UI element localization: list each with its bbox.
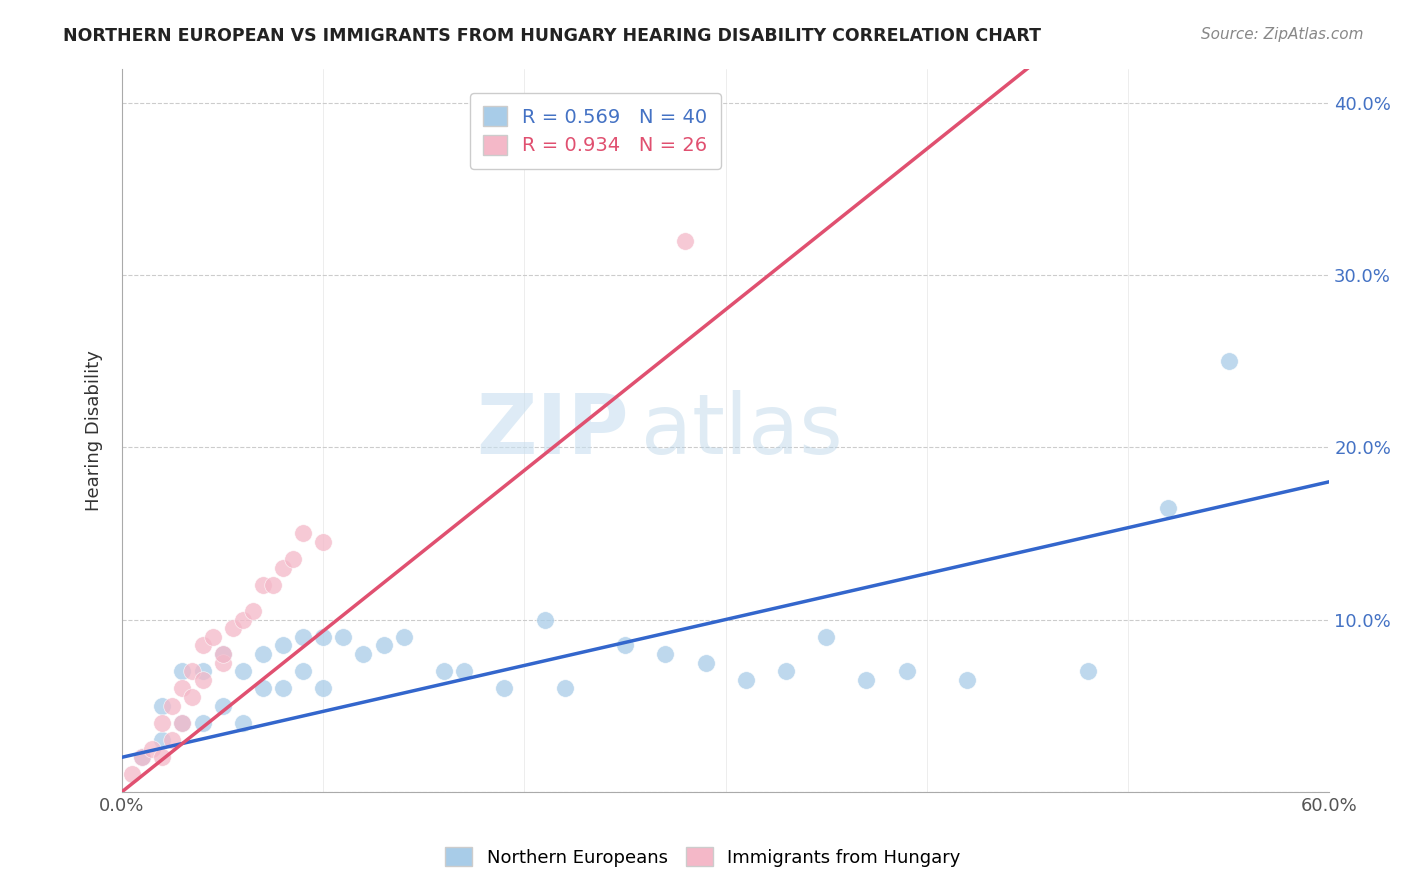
Point <box>453 664 475 678</box>
Point <box>232 715 254 730</box>
Point <box>392 630 415 644</box>
Point <box>150 733 173 747</box>
Point <box>181 664 204 678</box>
Point <box>232 664 254 678</box>
Point <box>121 767 143 781</box>
Point <box>353 647 375 661</box>
Point <box>312 630 335 644</box>
Text: atlas: atlas <box>641 390 844 471</box>
Point <box>172 664 194 678</box>
Point <box>191 715 214 730</box>
Point <box>172 715 194 730</box>
Point <box>1077 664 1099 678</box>
Point <box>281 552 304 566</box>
Point <box>673 234 696 248</box>
Point <box>252 647 274 661</box>
Point <box>614 638 637 652</box>
Point <box>150 698 173 713</box>
Point <box>1218 354 1240 368</box>
Point <box>131 750 153 764</box>
Point <box>292 526 315 541</box>
Point <box>252 578 274 592</box>
Point <box>332 630 354 644</box>
Point <box>533 613 555 627</box>
Point <box>162 698 184 713</box>
Point <box>654 647 676 661</box>
Legend: Northern Europeans, Immigrants from Hungary: Northern Europeans, Immigrants from Hung… <box>439 840 967 874</box>
Point <box>162 733 184 747</box>
Point <box>775 664 797 678</box>
Point <box>211 698 233 713</box>
Point <box>373 638 395 652</box>
Point <box>815 630 838 644</box>
Point <box>271 561 294 575</box>
Point <box>695 656 717 670</box>
Point <box>172 715 194 730</box>
Point <box>1157 500 1180 515</box>
Point <box>554 681 576 696</box>
Point <box>271 638 294 652</box>
Point <box>242 604 264 618</box>
Point <box>252 681 274 696</box>
Point <box>191 673 214 687</box>
Point <box>211 647 233 661</box>
Point <box>956 673 979 687</box>
Point <box>262 578 284 592</box>
Point <box>150 750 173 764</box>
Point <box>433 664 456 678</box>
Legend: R = 0.569   N = 40, R = 0.934   N = 26: R = 0.569 N = 40, R = 0.934 N = 26 <box>470 93 721 169</box>
Point <box>172 681 194 696</box>
Point <box>191 664 214 678</box>
Point <box>232 613 254 627</box>
Point <box>312 535 335 549</box>
Text: NORTHERN EUROPEAN VS IMMIGRANTS FROM HUNGARY HEARING DISABILITY CORRELATION CHAR: NORTHERN EUROPEAN VS IMMIGRANTS FROM HUN… <box>63 27 1042 45</box>
Point <box>312 681 335 696</box>
Point <box>141 741 163 756</box>
Point <box>896 664 918 678</box>
Y-axis label: Hearing Disability: Hearing Disability <box>86 350 103 510</box>
Point <box>211 647 233 661</box>
Point <box>131 750 153 764</box>
Text: Source: ZipAtlas.com: Source: ZipAtlas.com <box>1201 27 1364 42</box>
Point <box>271 681 294 696</box>
Point <box>150 715 173 730</box>
Point <box>211 656 233 670</box>
Point <box>222 621 245 635</box>
Text: ZIP: ZIP <box>477 390 628 471</box>
Point <box>191 638 214 652</box>
Point <box>494 681 516 696</box>
Point <box>292 664 315 678</box>
Point <box>855 673 877 687</box>
Point <box>734 673 756 687</box>
Point <box>292 630 315 644</box>
Point <box>181 690 204 704</box>
Point <box>201 630 224 644</box>
